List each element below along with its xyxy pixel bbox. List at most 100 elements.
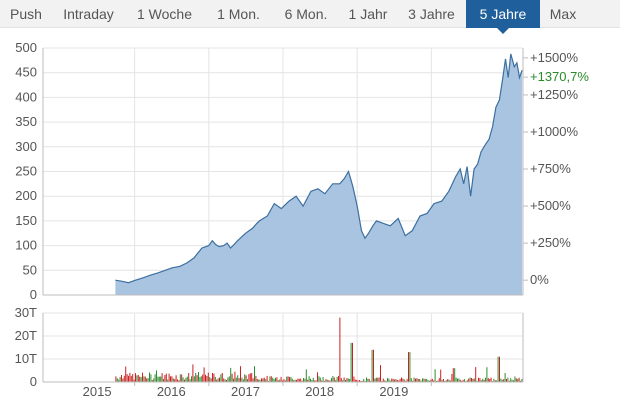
volume-bar: [364, 380, 366, 382]
pct-tick-label: +1250%: [530, 87, 579, 102]
tab-1-jahr[interactable]: 1 Jahr: [348, 6, 388, 22]
volume-bar: [177, 379, 178, 382]
volume-bar: [276, 377, 278, 382]
volume-bar: [350, 342, 352, 382]
volume-bar: [137, 375, 139, 382]
tab-5-jahre[interactable]: 5 Jahre: [466, 0, 540, 34]
volume-bar: [445, 380, 447, 382]
volume-bar: [339, 317, 341, 382]
tab-3-jahre[interactable]: 3 Jahre: [408, 6, 455, 22]
volume-bar: [494, 380, 496, 382]
volume-bar: [373, 349, 374, 382]
volume-bar: [199, 377, 201, 382]
volume-bar: [135, 373, 136, 382]
volume-bar: [272, 377, 274, 382]
volume-bar: [209, 377, 211, 382]
tab-1-woche[interactable]: 1 Woche: [137, 6, 192, 22]
volume-bar: [319, 377, 321, 382]
volume-bar: [447, 379, 449, 382]
volume-bar: [303, 378, 304, 382]
volume-bar: [147, 378, 149, 382]
volume-bar: [452, 368, 454, 382]
timeframe-tabbar: Push Intraday 1 Woche 1 Mon. 6 Mon. 1 Jahr 3 J…: [0, 0, 620, 34]
y-tick-label: 250: [15, 164, 37, 179]
volume-bar: [161, 373, 163, 382]
volume-bar: [308, 376, 310, 382]
volume-bar: [454, 368, 456, 382]
volume-bar: [507, 377, 509, 382]
volume-bar: [478, 377, 479, 382]
volume-bar: [399, 378, 401, 382]
volume-bar: [221, 373, 223, 382]
volume-bar: [331, 378, 332, 382]
volume-bar: [430, 379, 432, 382]
volume-bar: [118, 379, 120, 382]
volume-bar: [205, 374, 206, 382]
volume-bar: [441, 379, 443, 382]
volume-bar: [219, 377, 220, 382]
volume-bar: [508, 380, 510, 382]
volume-bar: [291, 378, 293, 382]
volume-bar: [497, 356, 499, 382]
volume-bar: [142, 372, 143, 382]
volume-bar: [336, 377, 338, 382]
volume-bar: [244, 374, 246, 382]
volume-bar: [490, 377, 492, 382]
tab-push[interactable]: Push: [10, 6, 42, 22]
volume-bar: [359, 380, 360, 382]
volume-bar: [200, 376, 202, 382]
volume-bar: [345, 380, 346, 382]
volume-bar: [511, 379, 513, 382]
volume-bars: [115, 317, 523, 382]
volume-bar: [217, 378, 219, 382]
volume-bar: [128, 375, 129, 382]
volume-bar: [389, 380, 391, 382]
price-area-fill: [115, 53, 523, 296]
pct-tick-label: 0%: [530, 272, 549, 287]
volume-bar: [174, 379, 176, 382]
volume-bar: [366, 377, 367, 382]
volume-bar: [335, 380, 337, 382]
volume-bar: [438, 378, 440, 382]
volume-bar: [184, 379, 185, 382]
volume-bar: [273, 379, 275, 382]
volume-bar: [241, 377, 243, 382]
volume-bar: [458, 378, 460, 382]
tab-6-mon[interactable]: 6 Mon.: [284, 6, 328, 22]
volume-bar: [382, 378, 384, 382]
volume-bar: [188, 373, 190, 382]
tab-intraday[interactable]: Intraday: [63, 6, 114, 22]
volume-bar: [450, 380, 451, 382]
volume-bar: [368, 379, 370, 382]
volume-bar: [132, 374, 134, 382]
volume-bar: [340, 378, 342, 382]
price-axes: 0 50 100 150 200 250 300 350 400 450 500 0% +250% +50…: [15, 40, 589, 302]
volume-bar: [424, 379, 426, 382]
volume-bar: [434, 369, 436, 382]
volume-bar: [464, 379, 465, 382]
volume-bar: [518, 377, 520, 382]
volume-bar: [387, 378, 388, 382]
volume-bar: [223, 378, 225, 382]
y-tick-label: 0: [30, 287, 37, 302]
volume-bar: [391, 378, 393, 382]
volume-bar: [461, 380, 463, 382]
volume-tick-label: 10T: [15, 351, 37, 366]
volume-grid: [43, 312, 523, 383]
tab-max[interactable]: Max: [549, 6, 577, 22]
y-tick-label: 450: [15, 65, 37, 80]
volume-bar: [347, 378, 349, 382]
volume-bar: [224, 379, 226, 382]
volume-bar: [314, 380, 316, 382]
tab-1-mon[interactable]: 1 Mon.: [217, 6, 260, 22]
volume-bar: [483, 379, 485, 382]
volume-bar: [212, 373, 213, 382]
pct-tick-label: +1000%: [530, 124, 579, 139]
volume-bar: [451, 374, 453, 382]
volume-bar: [133, 379, 135, 382]
volume-bar: [189, 379, 191, 382]
volume-bar: [251, 373, 253, 382]
volume-tick-label: 0: [30, 374, 37, 389]
volume-bar: [305, 369, 307, 382]
pct-tick-label: +250%: [530, 235, 571, 250]
